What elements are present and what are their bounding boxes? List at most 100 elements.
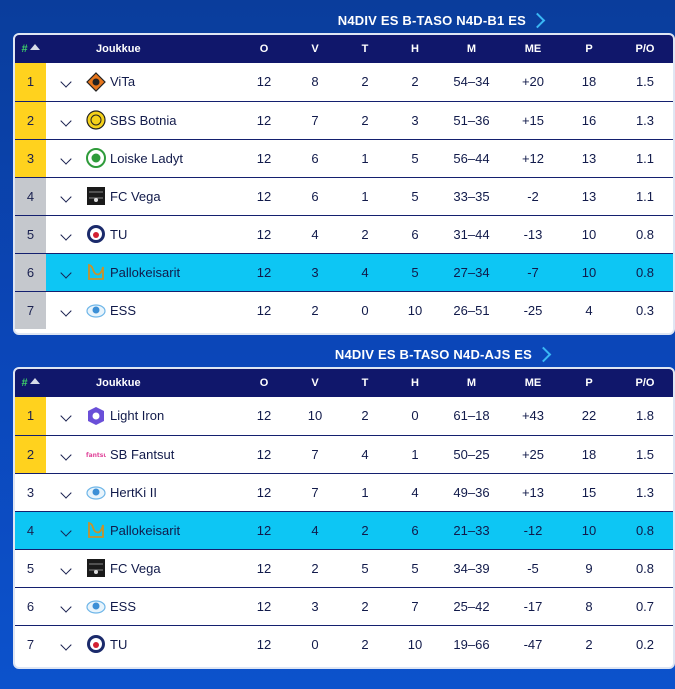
team-name[interactable]: Pallokeisarit: [110, 264, 181, 280]
section-title-text[interactable]: N4DIV ES B-TASO N4D-B1 ES: [337, 12, 526, 28]
team-cell[interactable]: FC Vega: [86, 549, 238, 587]
table-row[interactable]: 4 Pallokeisarit 12 4 2 6 21–33 -12 10 0.8: [15, 511, 673, 549]
team-wrap[interactable]: HertKi II: [86, 482, 238, 502]
table-row[interactable]: 7 TU 12 0 2 10 19–66 -47 2 0.2: [15, 625, 673, 663]
chevron-down-icon[interactable]: [60, 114, 72, 127]
expand-row-button[interactable]: [46, 587, 86, 625]
chevron-right-icon[interactable]: [535, 346, 552, 362]
team-cell[interactable]: Light Iron: [86, 397, 238, 435]
table-row[interactable]: 3 Loiske Ladyt 12 6 1 5 56–44 +12 13 1.1: [15, 139, 673, 177]
table-row[interactable]: 7 ESS 12 2 0 10 26–51 -25 4 0.3: [15, 291, 673, 329]
team-cell[interactable]: Pallokeisarit: [86, 253, 238, 291]
chevron-down-icon[interactable]: [60, 305, 72, 317]
played-header[interactable]: O: [259, 377, 269, 389]
chevron-right-icon[interactable]: [529, 12, 546, 28]
chevron-down-icon[interactable]: [60, 562, 72, 575]
expand-row-button[interactable]: [46, 511, 86, 549]
team-cell[interactable]: ViTa: [86, 63, 238, 101]
expand-row-button[interactable]: [46, 473, 86, 511]
team-name[interactable]: TU: [110, 636, 128, 652]
team-name[interactable]: HertKi II: [110, 484, 157, 500]
chevron-down-icon[interactable]: [60, 410, 72, 422]
team-name[interactable]: ESS: [110, 302, 137, 318]
chevron-down-icon[interactable]: [60, 524, 72, 537]
team-cell[interactable]: TU: [86, 215, 238, 253]
team-cell[interactable]: FC Vega: [86, 177, 238, 215]
expand-row-button[interactable]: [46, 291, 86, 329]
table-row[interactable]: 4 FC Vega 12 6 1 5 33–35 -2 13 1.1: [15, 177, 673, 215]
team-cell[interactable]: Loiske Ladyt: [86, 139, 238, 177]
team-wrap[interactable]: Pallokeisarit: [86, 262, 238, 282]
draw-header[interactable]: T: [361, 43, 369, 55]
table-row[interactable]: 5 FC Vega 12 2 5 5 34–39 -5 9 0.8: [15, 549, 673, 587]
team-header[interactable]: Joukkue: [96, 43, 141, 55]
team-wrap[interactable]: ESS: [86, 596, 238, 616]
played-header[interactable]: O: [259, 43, 269, 55]
team-name[interactable]: Light Iron: [110, 408, 165, 424]
goal-diff-header[interactable]: ME: [524, 43, 542, 55]
team-cell[interactable]: ESS: [86, 587, 238, 625]
team-wrap[interactable]: FC Vega: [86, 558, 238, 578]
team-name[interactable]: ESS: [110, 598, 137, 614]
draw-header[interactable]: T: [361, 377, 369, 389]
team-name[interactable]: FC Vega: [110, 188, 161, 204]
goals-header[interactable]: M: [466, 43, 477, 55]
table-row[interactable]: 2 SBS Botnia 12 7 2 3 51–36 +15 16 1.3: [15, 101, 673, 139]
expand-row-button[interactable]: [46, 177, 86, 215]
chevron-down-icon[interactable]: [60, 600, 72, 613]
chevron-down-icon[interactable]: [60, 228, 72, 241]
team-wrap[interactable]: Pallokeisarit: [86, 520, 238, 540]
expand-row-button[interactable]: [46, 63, 86, 101]
team-cell[interactable]: SBS Botnia: [86, 101, 238, 139]
team-cell[interactable]: Pallokeisarit: [86, 511, 238, 549]
chevron-down-icon[interactable]: [60, 639, 72, 651]
sort-arrow-icon[interactable]: [29, 44, 40, 50]
team-name[interactable]: Pallokeisarit: [110, 522, 181, 538]
expand-row-button[interactable]: [46, 625, 86, 663]
team-name[interactable]: Loiske Ladyt: [110, 150, 183, 166]
team-wrap[interactable]: Light Iron: [86, 406, 238, 426]
table-row[interactable]: 6 ESS 12 3 2 7 25–42 -17 8 0.7: [15, 587, 673, 625]
team-header[interactable]: Joukkue: [96, 377, 141, 389]
table-row[interactable]: 1 Light Iron 12 10 2 0 61–18 +43 22 1.8: [15, 397, 673, 435]
team-wrap[interactable]: TU: [86, 634, 238, 654]
team-name[interactable]: SB Fantsut: [110, 446, 175, 462]
section-title-2[interactable]: N4DIV ES B-TASO N4D-AJS ES: [334, 342, 552, 366]
points-header[interactable]: P: [585, 43, 593, 55]
table-row[interactable]: 2 fantsut SB Fantsut 12 7 4 1 50–25 +25 18 1.5: [15, 435, 673, 473]
team-cell[interactable]: HertKi II: [86, 473, 238, 511]
ppg-header[interactable]: P/O: [635, 43, 655, 55]
won-header[interactable]: V: [311, 43, 319, 55]
team-name[interactable]: ViTa: [110, 74, 136, 90]
chevron-down-icon[interactable]: [60, 152, 72, 165]
ppg-header[interactable]: P/O: [635, 377, 655, 389]
chevron-down-icon[interactable]: [60, 448, 72, 461]
chevron-down-icon[interactable]: [60, 76, 72, 88]
team-wrap[interactable]: SBS Botnia: [86, 110, 238, 130]
table-row[interactable]: 5 TU 12 4 2 6 31–44 -13 10 0.8: [15, 215, 673, 253]
expand-row-button[interactable]: [46, 435, 86, 473]
goal-diff-header[interactable]: ME: [524, 377, 542, 389]
team-name[interactable]: TU: [110, 226, 128, 242]
team-name[interactable]: FC Vega: [110, 560, 161, 576]
rank-header[interactable]: #: [15, 35, 46, 63]
expand-row-button[interactable]: [46, 397, 86, 435]
team-wrap[interactable]: FC Vega: [86, 186, 238, 206]
team-wrap[interactable]: Loiske Ladyt: [86, 148, 238, 168]
team-wrap[interactable]: fantsut SB Fantsut: [86, 444, 238, 464]
team-wrap[interactable]: ViTa: [86, 71, 238, 92]
sort-arrow-icon[interactable]: [29, 378, 40, 384]
points-header[interactable]: P: [585, 377, 593, 389]
goals-header[interactable]: M: [466, 377, 477, 389]
chevron-down-icon[interactable]: [60, 266, 72, 279]
team-cell[interactable]: fantsut SB Fantsut: [86, 435, 238, 473]
won-header[interactable]: V: [311, 377, 319, 389]
section-title-text[interactable]: N4DIV ES B-TASO N4D-AJS ES: [334, 346, 532, 362]
section-title-1[interactable]: N4DIV ES B-TASO N4D-B1 ES: [337, 8, 546, 32]
team-wrap[interactable]: ESS: [86, 300, 238, 320]
team-cell[interactable]: TU: [86, 625, 238, 663]
chevron-down-icon[interactable]: [60, 190, 72, 203]
table-row[interactable]: 1 ViTa 12 8 2 2 54–34 +20 18 1.5: [15, 63, 673, 101]
team-name[interactable]: SBS Botnia: [110, 112, 177, 128]
rank-header[interactable]: #: [15, 369, 46, 397]
